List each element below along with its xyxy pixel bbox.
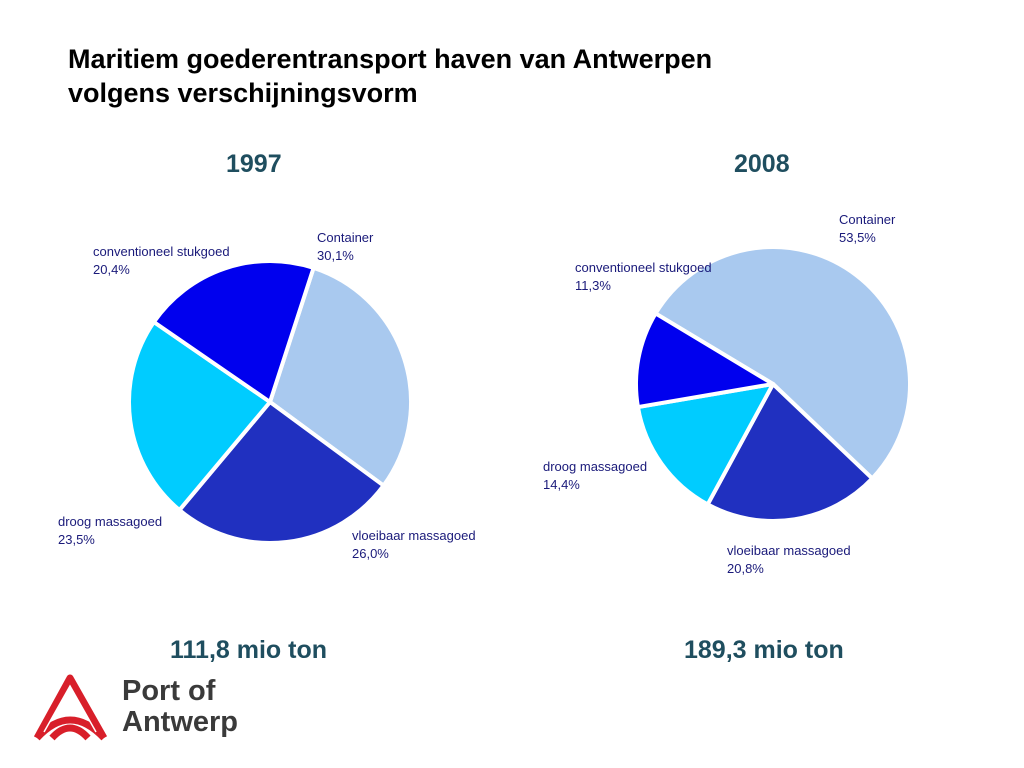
pie-2008-label-droog-massagoed: droog massagoed 14,4% (543, 459, 647, 492)
pie-1997-label-conventioneel-stukgoed: conventioneel stukgoed 20,4% (93, 244, 230, 277)
slice-value: 30,1% (317, 248, 354, 263)
slice-name: Container (317, 230, 374, 245)
slice-value: 14,4% (543, 477, 580, 492)
pie-2008-slice-conventioneel-stukgoed (634, 311, 775, 410)
slice-value: 53,5% (839, 230, 876, 245)
slice-value: 26,0% (352, 546, 389, 561)
slide-title-line2: volgens verschijningsvorm (68, 78, 418, 108)
pie-2008-slice-droog-massagoed (635, 382, 775, 507)
chart-2008-year-label: 2008 (734, 150, 790, 178)
pie-charts: Container 30,1% vloeibaar massagoed 26,0% dr… (58, 212, 912, 576)
pie-1997-slice-vloeibaar-massagoed (177, 400, 386, 545)
pie-1997-label-droog-massagoed: droog massagoed 23,5% (58, 514, 162, 547)
pie-2008-slice-Container (653, 245, 912, 481)
slice-value: 20,8% (727, 561, 764, 576)
logo-text: Port of Antwerp (122, 676, 238, 738)
slice-name: Container (839, 212, 896, 227)
chart-1997-year-label: 1997 (226, 150, 282, 178)
pie-1997-slice-droog-massagoed (126, 320, 272, 513)
slide-title: Maritiem goederentransport haven van Ant… (68, 42, 928, 110)
slice-name: vloeibaar massagoed (352, 528, 476, 543)
pie-1997-slice-Container (268, 265, 413, 488)
port-logo-icon (33, 674, 108, 741)
chart-2008-total-label: 189,3 mio ton (684, 636, 844, 664)
pie-2008-slice-vloeibaar-massagoed (705, 382, 875, 523)
slice-value: 11,3% (575, 278, 611, 293)
port-of-antwerp-logo: Port of Antwerp (32, 672, 272, 742)
slice-value: 20,4% (93, 262, 130, 277)
logo-text-line1: Port of (122, 675, 216, 707)
slide-title-line1: Maritiem goederentransport haven van Ant… (68, 44, 713, 74)
pie-2008-label-conventioneel-stukgoed: conventioneel stukgoed 11,3% (575, 260, 712, 293)
pie-1997-label-vloeibaar-massagoed: vloeibaar massagoed 26,0% (352, 528, 476, 561)
slice-name: droog massagoed (543, 459, 647, 474)
pie-1997-label-Container: Container 30,1% (317, 230, 374, 263)
pie-2008-label-vloeibaar-massagoed: vloeibaar massagoed 20,8% (727, 543, 851, 576)
logo-text-line2: Antwerp (122, 706, 238, 738)
slice-name: vloeibaar massagoed (727, 543, 851, 558)
chart-1997-total-label: 111,8 mio ton (170, 636, 328, 664)
slice-value: 23,5% (58, 532, 95, 547)
pie-1997-slice-conventioneel-stukgoed (151, 259, 316, 404)
slice-name: droog massagoed (58, 514, 162, 529)
pie-2008-label-Container: Container 53,5% (839, 212, 896, 245)
slice-name: conventioneel stukgoed (93, 244, 230, 259)
slice-name: conventioneel stukgoed (575, 260, 712, 275)
